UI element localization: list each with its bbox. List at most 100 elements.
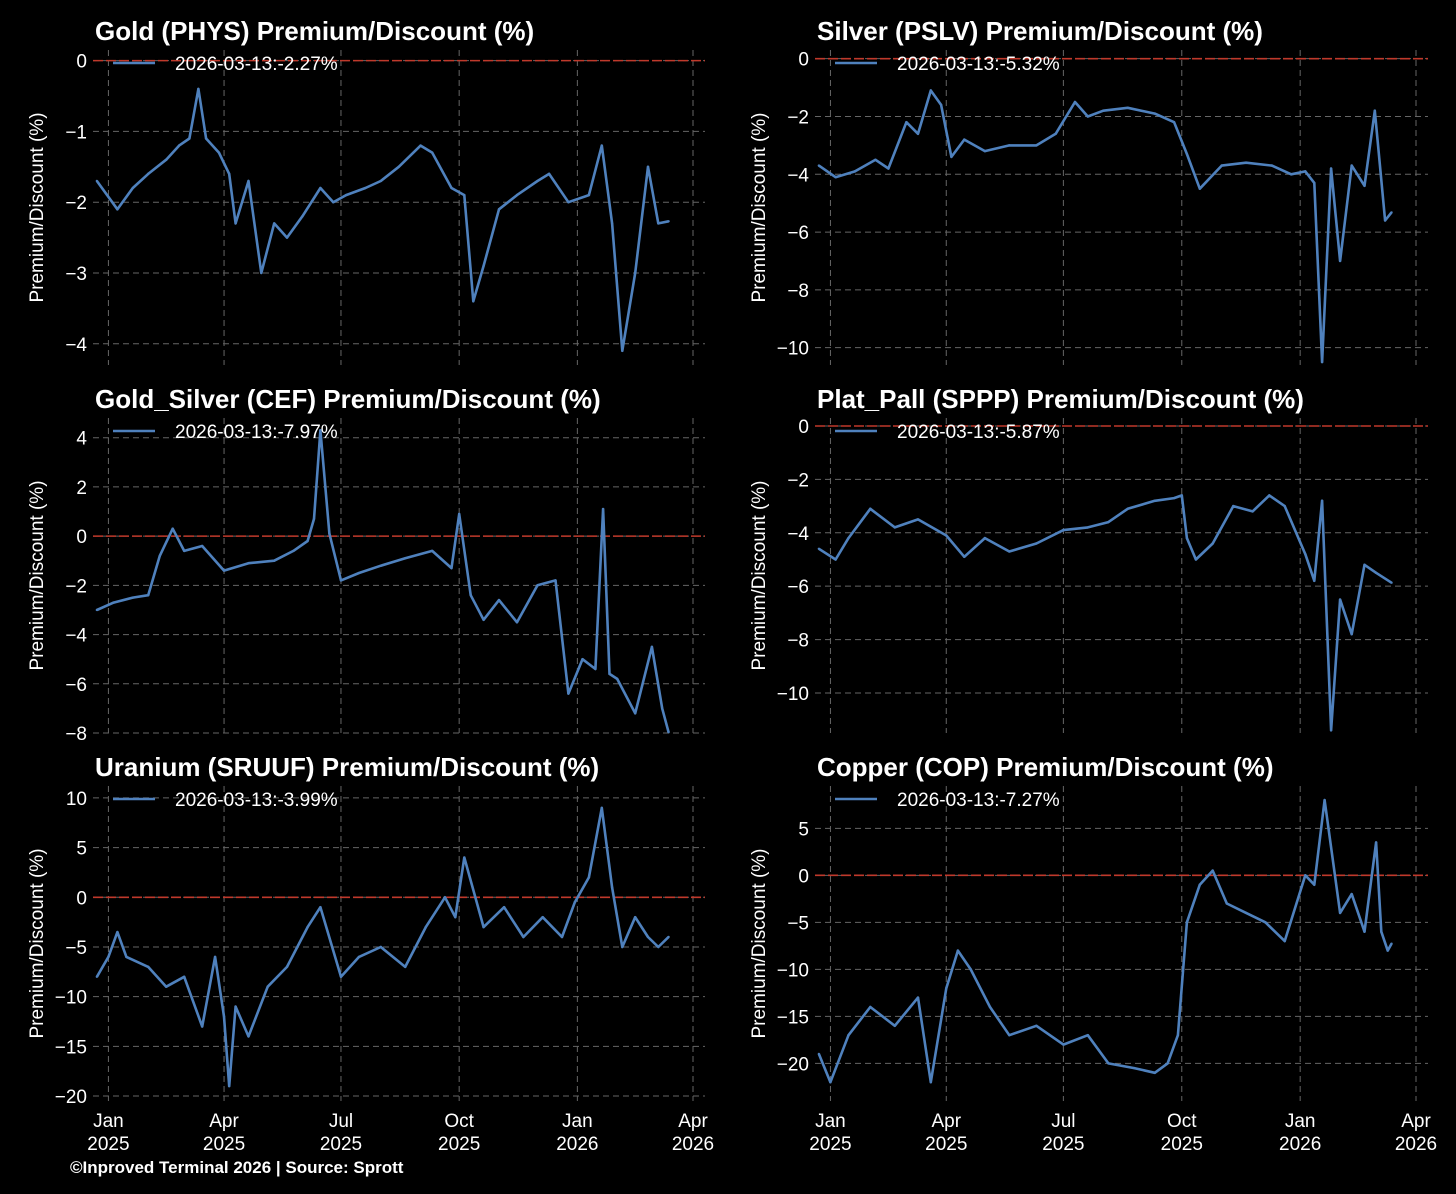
data-point [272,222,276,225]
data-point [853,170,857,173]
data-point [502,906,506,909]
y-tick-label: −20 [777,1054,809,1075]
y-tick-label: −6 [65,675,87,696]
data-point [247,179,250,183]
data-point [601,507,605,511]
data-point [397,165,400,168]
data-point [905,121,908,124]
data-point [1126,106,1129,109]
data-point [469,593,472,597]
x-tick-label: Jul [329,1111,353,1132]
data-point [893,526,896,529]
data-point [454,915,457,919]
data-point [131,186,135,190]
data-point [204,137,208,140]
data-point [1363,184,1366,188]
data-point [339,579,343,582]
data-point [285,236,289,239]
data-point [1062,1043,1065,1046]
data-point [988,1005,992,1009]
x-tick-label: Apr [1401,1111,1431,1132]
y-tick-label: −8 [65,724,87,745]
data-point [1304,552,1307,556]
data-point [1198,883,1201,886]
data-point [945,534,948,537]
data-point [610,886,614,889]
data-point [1320,499,1324,502]
data-point [667,220,670,223]
data-point [95,608,99,612]
data-point [1185,921,1189,924]
data-point [404,557,407,560]
y-tick-label: −10 [777,960,809,981]
data-point [1185,152,1189,156]
data-point [893,1024,896,1027]
data-point [266,985,269,988]
data-point [869,1005,872,1009]
data-point [1153,112,1156,115]
x-tick-label: Oct [444,1111,474,1132]
y-axis-label: Premium/Discount (%) [749,112,770,302]
chart-title: Copper (COP) Premium/Discount (%) [817,752,1273,782]
data-point [201,1025,204,1028]
data-point [107,955,110,959]
data-point [600,806,603,810]
data-point [1185,536,1189,540]
data-point [956,949,960,952]
data-point [1338,911,1342,915]
x-tick-year-label: 2026 [556,1134,598,1155]
y-tick-label: −2 [787,470,809,491]
data-point [116,208,119,211]
data-point [581,657,584,661]
x-tick-label: Apr [678,1111,708,1132]
data-point [197,87,200,91]
y-tick-label: 10 [66,789,87,810]
data-point [1386,949,1389,952]
y-axis-label: Premium/Discount (%) [749,848,770,1038]
data-point [112,601,115,604]
data-point [1008,144,1011,147]
y-tick-label: −10 [777,684,809,705]
data-point [963,138,966,141]
data-point [929,1080,933,1084]
data-point [1232,504,1235,508]
data-point [1211,542,1214,545]
data-point [1054,132,1057,136]
y-tick-label: 2 [76,478,87,499]
data-point [482,925,485,929]
data-point [945,986,948,990]
y-axis-label: Premium/Discount (%) [27,480,48,670]
data-point [339,975,343,978]
data-point [1102,109,1105,112]
y-tick-label: −1 [65,122,87,143]
data-point [227,1084,231,1088]
data-point [1107,520,1110,524]
x-tick-year-label: 2026 [1395,1134,1437,1155]
data-point [1289,173,1293,176]
data-point [285,965,289,969]
y-tick-label: −5 [65,938,87,959]
data-point [482,618,485,621]
data-point [319,186,322,190]
data-point [929,89,933,92]
data-point [567,692,570,695]
data-point [983,149,987,153]
data-point [247,561,250,565]
data-point [560,935,564,939]
data-point [222,1015,226,1018]
data-point [379,179,382,183]
y-tick-label: −10 [777,339,809,360]
x-tick-year-label: 2025 [320,1134,362,1155]
x-tick-year-label: 2026 [1279,1134,1321,1155]
data-point [646,935,650,939]
chart-panel-4: Plat_Pall (SPPP) Premium/Discount (%) 0 −2… [749,384,1428,733]
chart-title: Silver (PSLV) Premium/Discount (%) [817,16,1263,46]
data-point [869,507,872,510]
data-point [1172,496,1176,500]
data-point [1350,164,1353,167]
data-point [1390,211,1393,214]
data-point [1350,892,1353,896]
data-point [1176,1033,1180,1037]
data-point [594,667,597,671]
y-tick-label: 4 [76,429,87,450]
